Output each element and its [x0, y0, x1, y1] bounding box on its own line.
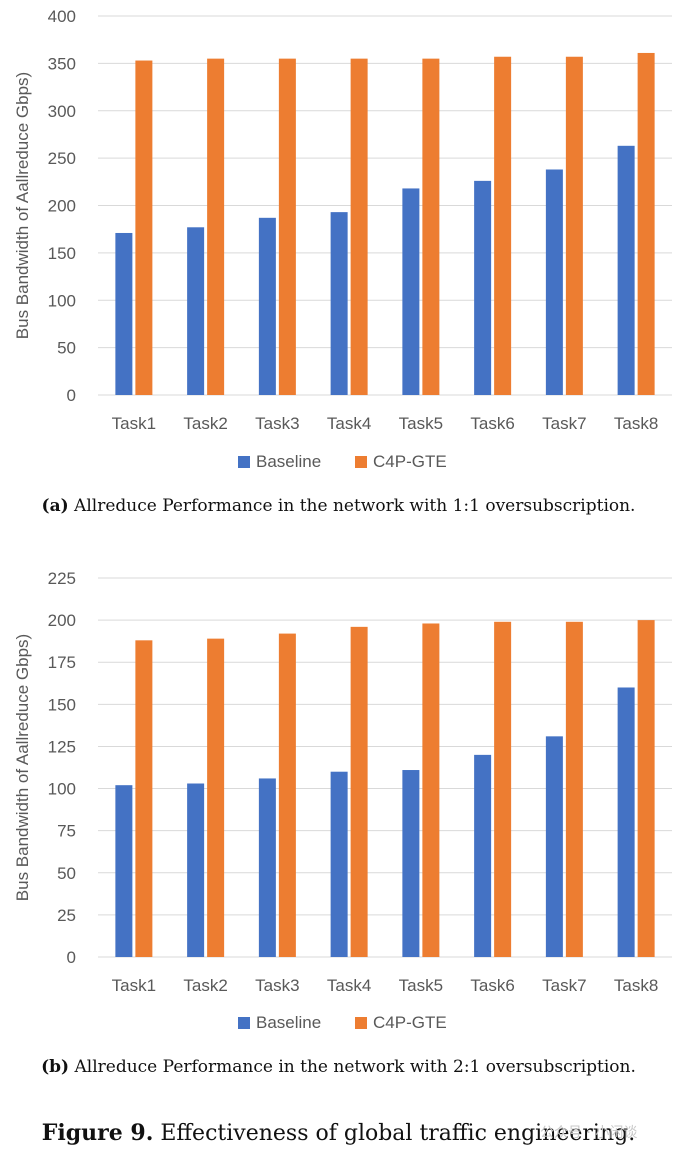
y-tick-label: 50 [57, 339, 76, 358]
caption-a-text: Allreduce Performance in the network wit… [74, 496, 636, 516]
bar-baseline [115, 785, 133, 957]
bar-baseline [187, 227, 205, 395]
y-tick-label: 150 [48, 244, 76, 263]
caption-b-label: (b) [41, 1057, 70, 1077]
caption-b: (b) Allreduce Performance in the network… [0, 1057, 677, 1077]
x-tick-label: Task2 [183, 976, 227, 995]
chart-b-svg: 0 25 50 75 100 125 150 175 200 225 Bus Bandwidth o… [13, 569, 672, 1032]
bar-baseline [330, 212, 348, 395]
bar-c4p-gte [278, 58, 296, 395]
y-tick-label: 400 [48, 7, 76, 26]
legend-label: Baseline [256, 1013, 321, 1032]
y-tick-label: 175 [48, 653, 76, 672]
y-tick-label: 100 [48, 291, 76, 310]
y-tick-label: 125 [48, 737, 76, 756]
legend-swatch [238, 456, 250, 468]
y-tick-label: 0 [67, 948, 76, 967]
bar-baseline [115, 232, 133, 395]
y-tick-label: 200 [48, 197, 76, 216]
x-tick-label: Task7 [542, 976, 586, 995]
bar-baseline [617, 687, 635, 957]
bar-baseline [617, 145, 635, 395]
y-tick-label: 150 [48, 695, 76, 714]
bar-baseline [187, 783, 205, 957]
figure-caption-text: Effectiveness of global traffic engineer… [160, 1121, 636, 1146]
x-tick-label: Task4 [327, 414, 371, 433]
x-tick-label: Task4 [327, 976, 371, 995]
bar-baseline [330, 771, 348, 957]
y-axis-label: Bus Bandwidth of Aallreduce Gbps) [13, 634, 32, 901]
bar-baseline [545, 736, 563, 957]
x-tick-label: Task5 [399, 414, 443, 433]
bar-baseline [545, 169, 563, 395]
y-tick-label: 200 [48, 611, 76, 630]
bar-c4p-gte [422, 623, 440, 957]
bar-baseline [258, 778, 276, 957]
x-tick-label: Task6 [470, 976, 514, 995]
bar-baseline [402, 188, 420, 395]
bar-baseline [402, 770, 420, 957]
x-tick-label: Task8 [614, 414, 658, 433]
y-tick-label: 75 [57, 822, 76, 841]
y-tick-label: 350 [48, 54, 76, 73]
bar-c4p-gte [350, 626, 368, 957]
bar-c4p-gte [422, 58, 440, 395]
x-tick-label: Task1 [112, 976, 156, 995]
x-tick-label: Task1 [112, 414, 156, 433]
bar-baseline [474, 754, 492, 957]
legend-swatch [355, 1017, 367, 1029]
y-tick-label: 100 [48, 780, 76, 799]
bar-c4p-gte [135, 60, 153, 395]
y-tick-label: 25 [57, 906, 76, 925]
watermark: 公众号 · 小闲谈 [540, 1125, 638, 1141]
bar-c4p-gte [494, 621, 512, 957]
bar-c4p-gte [207, 638, 225, 957]
y-tick-label: 225 [48, 569, 76, 588]
chart-b: 0 25 50 75 100 125 150 175 200 225 Bus Bandwidth o… [0, 560, 677, 1040]
bar-c4p-gte [637, 620, 655, 957]
caption-a-label: (a) [41, 496, 69, 516]
legend-label: Baseline [256, 452, 321, 471]
x-tick-label: Task6 [470, 414, 514, 433]
x-tick-label: Task3 [255, 414, 299, 433]
legend-swatch [238, 1017, 250, 1029]
y-tick-label: 0 [67, 386, 76, 405]
bar-c4p-gte [350, 58, 368, 395]
bar-baseline [474, 180, 492, 395]
chart-a: 0 50 100 150 200 250 300 350 400 Bus Bandwidth of… [0, 0, 677, 480]
x-tick-label: Task2 [183, 414, 227, 433]
chart-a-svg: 0 50 100 150 200 250 300 350 400 Bus Bandwidth of… [13, 7, 672, 471]
figure-caption: Figure 9. Effectiveness of global traffi… [0, 1120, 677, 1146]
bar-c4p-gte [494, 56, 512, 396]
x-tick-label: Task5 [399, 976, 443, 995]
legend-label: C4P-GTE [373, 452, 447, 471]
bar-baseline [258, 217, 276, 395]
legend-label: C4P-GTE [373, 1013, 447, 1032]
y-tick-label: 300 [48, 102, 76, 121]
y-tick-label: 250 [48, 149, 76, 168]
legend-swatch [355, 456, 367, 468]
x-tick-label: Task7 [542, 414, 586, 433]
caption-b-text: Allreduce Performance in the network wit… [74, 1057, 636, 1077]
x-tick-label: Task3 [255, 976, 299, 995]
y-tick-label: 50 [57, 864, 76, 883]
bar-c4p-gte [565, 621, 583, 957]
bar-c4p-gte [565, 56, 583, 396]
bar-c4p-gte [135, 640, 153, 957]
caption-a: (a) Allreduce Performance in the network… [0, 496, 677, 516]
y-axis-label: Bus Bandwidth of Aallreduce Gbps) [13, 72, 32, 339]
x-tick-label: Task8 [614, 976, 658, 995]
bar-c4p-gte [278, 633, 296, 957]
figure-caption-label: Figure 9. [41, 1120, 154, 1146]
bar-c4p-gte [207, 58, 225, 395]
bar-c4p-gte [637, 52, 655, 395]
